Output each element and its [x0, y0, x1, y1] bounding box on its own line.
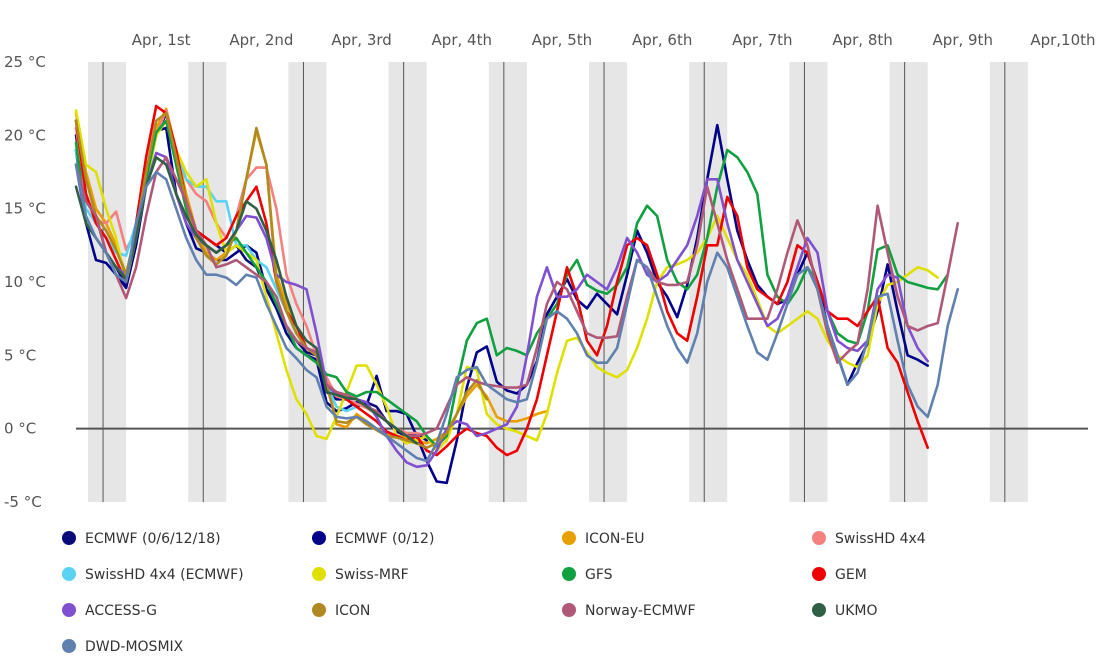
- y-tick-label: 5 °C: [4, 346, 36, 364]
- y-tick-label: -5 °C: [4, 493, 42, 511]
- y-axis: -5 °C 0 °C 5 °C 10 °C 15 °C 20 °C 25 °C: [4, 53, 46, 511]
- series-line-ukmo: [74, 156, 418, 445]
- legend-item-swisshd-4x4-ecmwf[interactable]: SwissHD 4x4 (ECMWF): [62, 567, 244, 583]
- x-axis: Apr, 1st Apr, 2nd Apr, 3rd Apr, 4th Apr, 5th…: [132, 31, 1096, 49]
- legend-swatch: [62, 567, 76, 581]
- legend-label: ECMWF (0/6/12/18): [85, 531, 221, 547]
- legend-label: GFS: [585, 567, 613, 583]
- legend-swatch: [62, 639, 76, 653]
- legend-label: ECMWF (0/12): [335, 531, 434, 547]
- legend-item-icon[interactable]: ICON: [312, 603, 370, 619]
- legend-label: Norway-ECMWF: [585, 603, 696, 619]
- y-tick-label: 10 °C: [4, 273, 46, 291]
- x-tick-label: Apr, 7th: [732, 31, 792, 49]
- legend-item-ukmo[interactable]: UKMO: [812, 603, 878, 619]
- x-tick-label: Apr, 2nd: [229, 31, 293, 49]
- y-tick-label: 0 °C: [4, 420, 36, 438]
- legend-swatch: [312, 531, 326, 545]
- legend-swatch: [62, 603, 76, 617]
- y-tick-label: 20 °C: [4, 126, 46, 144]
- legend-swatch: [812, 531, 826, 545]
- x-tick-label: Apr, 4th: [432, 31, 492, 49]
- legend-swatch: [562, 603, 576, 617]
- legend-swatch: [812, 603, 826, 617]
- legend-item-swiss-mrf[interactable]: Swiss-MRF: [312, 567, 409, 583]
- legend-label: Swiss-MRF: [335, 567, 409, 583]
- legend-label: SwissHD 4x4: [835, 531, 926, 547]
- x-tick-label: Apr, 3rd: [331, 31, 391, 49]
- legend-item-swisshd-4x4[interactable]: SwissHD 4x4: [812, 531, 926, 547]
- legend-label: UKMO: [835, 603, 878, 619]
- legend-swatch: [812, 567, 826, 581]
- legend-item-gem[interactable]: GEM: [812, 567, 867, 583]
- legend: ECMWF (0/6/12/18) ECMWF (0/12) ICON-EU Swis…: [62, 531, 926, 655]
- x-tick-label: Apr, 9th: [933, 31, 993, 49]
- legend-swatch: [312, 603, 326, 617]
- series-line-norway-ecmwf: [74, 156, 959, 438]
- night-band-9: [989, 62, 1028, 502]
- legend-label: DWD-MOSMIX: [85, 639, 184, 655]
- y-tick-label: 15 °C: [4, 200, 46, 218]
- legend-swatch: [562, 531, 576, 545]
- legend-item-ecmwf-0-12[interactable]: ECMWF (0/12): [312, 531, 434, 547]
- legend-item-access-g[interactable]: ACCESS-G: [62, 603, 157, 619]
- y-tick-label: 25 °C: [4, 53, 46, 71]
- x-tick-label: Apr, 5th: [532, 31, 592, 49]
- x-tick-label: Apr, 1st: [132, 31, 191, 49]
- legend-label: GEM: [835, 567, 867, 583]
- night-band-4: [488, 62, 527, 502]
- legend-label: ICON: [335, 603, 370, 619]
- series-lines: [74, 104, 959, 485]
- legend-label: SwissHD 4x4 (ECMWF): [85, 567, 244, 583]
- legend-item-gfs[interactable]: GFS: [562, 567, 613, 583]
- legend-swatch: [312, 567, 326, 581]
- x-tick-label: Apr, 8th: [832, 31, 892, 49]
- series-line-dwd-mosmix: [74, 163, 959, 463]
- legend-item-norway-ecmwf[interactable]: Norway-ECMWF: [562, 603, 696, 619]
- series-line-swiss-mrf: [74, 109, 939, 452]
- legend-item-icon-eu[interactable]: ICON-EU: [562, 531, 645, 547]
- legend-item-dwd-mosmix[interactable]: DWD-MOSMIX: [62, 639, 184, 655]
- series-line-gem: [74, 104, 929, 457]
- night-band-5: [589, 62, 628, 502]
- x-tick-label: Apr,10th: [1030, 31, 1095, 49]
- legend-swatch: [62, 531, 76, 545]
- legend-label: ACCESS-G: [85, 603, 157, 619]
- legend-swatch: [562, 567, 576, 581]
- legend-item-ecmwf-0-6-12-18[interactable]: ECMWF (0/6/12/18): [62, 531, 221, 547]
- legend-label: ICON-EU: [585, 531, 645, 547]
- night-band-1: [188, 62, 227, 502]
- series-line-icon: [74, 112, 489, 449]
- x-tick-label: Apr, 6th: [632, 31, 692, 49]
